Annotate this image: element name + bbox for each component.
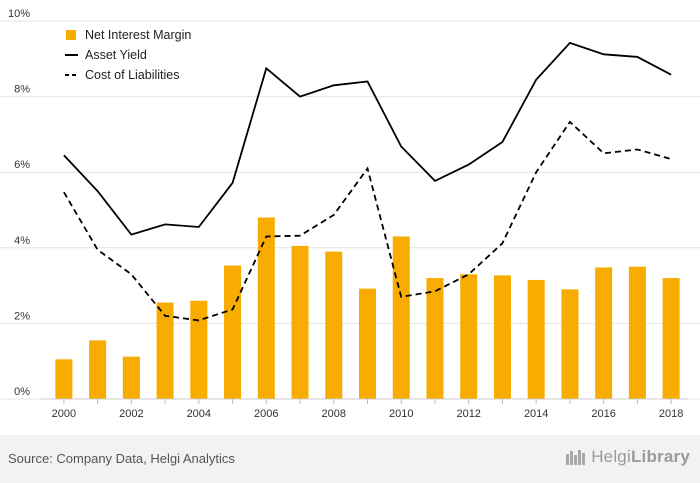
x-tick-label: 2004 [187, 408, 211, 420]
x-tick-label: 2012 [456, 408, 480, 420]
y-tick-label: 10% [8, 8, 30, 20]
chart-svg: 0%2%4%6%8%10% 2000 2002 2004 2006 2008 2010 20… [0, 8, 700, 420]
bar [628, 266, 646, 399]
bar [55, 359, 73, 399]
x-tick-label: 2018 [659, 408, 683, 420]
bar [595, 267, 613, 399]
legend-swatch-bar [66, 30, 76, 40]
helgi-library-logo: HelgiLibrary [565, 447, 690, 467]
line-series [63, 41, 672, 322]
bar [527, 279, 545, 399]
bar [460, 274, 478, 399]
bar [426, 278, 444, 399]
source-text: Source: Company Data, Helgi Analytics [8, 451, 235, 466]
asset-yield-line [63, 41, 672, 236]
bar [561, 289, 579, 399]
x-tick-label: 2014 [524, 408, 548, 420]
legend-label: Net Interest Margin [85, 28, 191, 42]
cost-of-liabilities-line [63, 120, 672, 322]
x-tick-label: 2006 [254, 408, 278, 420]
bar [190, 300, 208, 399]
footer: Source: Company Data, Helgi Analytics He… [0, 435, 700, 483]
bar-series [55, 217, 680, 399]
x-tick-label: 2000 [52, 408, 76, 420]
x-tick-label: 2010 [389, 408, 413, 420]
bar [89, 340, 107, 399]
x-tick-label: 2002 [119, 408, 143, 420]
bar [291, 245, 309, 399]
y-tick-label: 0% [14, 386, 30, 398]
y-tick-label: 6% [14, 159, 30, 171]
bar [224, 265, 242, 399]
library-books-icon [566, 450, 586, 465]
logo-text-light: Helgi [591, 447, 631, 466]
x-tick-label: 2016 [591, 408, 615, 420]
legend-label: Cost of Liabilities [85, 68, 180, 82]
bar [392, 236, 410, 399]
x-axis: 2000 2002 2004 2006 2008 2010 2012 2014 2016 2018 [41, 398, 688, 420]
bar [257, 217, 275, 399]
bar [359, 288, 376, 399]
bar [325, 251, 343, 399]
x-tick-label: 2008 [322, 408, 346, 420]
logo-text-bold: Library [630, 447, 690, 466]
legend: Net Interest Margin Asset Yield Cost of Li… [65, 28, 191, 82]
y-tick-label: 2% [14, 310, 30, 322]
bar [493, 275, 511, 399]
legend-label: Asset Yield [85, 48, 147, 62]
logo-text: HelgiLibrary [591, 447, 690, 467]
gridlines: 0% 2% 4% 6% 8% 10% [0, 8, 700, 400]
bar [662, 278, 680, 399]
bar [156, 302, 174, 399]
y-tick-label: 4% [14, 235, 30, 247]
bar [122, 356, 140, 399]
y-tick-label: 8% [14, 84, 30, 96]
